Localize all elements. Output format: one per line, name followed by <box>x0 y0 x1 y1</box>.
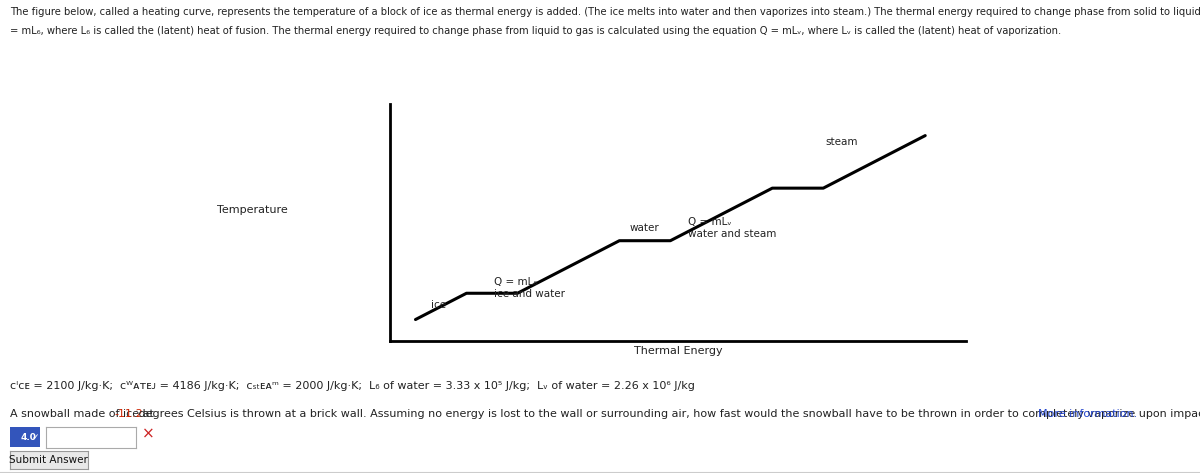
Text: The figure below, called a heating curve, represents the temperature of a block : The figure below, called a heating curve… <box>10 7 1200 17</box>
Text: Submit Answer: Submit Answer <box>10 455 88 465</box>
Text: ice: ice <box>431 300 446 310</box>
Text: water and steam: water and steam <box>688 229 776 239</box>
Text: Temperature: Temperature <box>217 205 288 216</box>
Text: 4.0: 4.0 <box>20 432 36 442</box>
Text: cᴵᴄᴇ = 2100 J/kg·K;  cᵂᴀᴛᴇᴊ = 4186 J/kg·K;  cₛₜᴇᴀᵐ = 2000 J/kg·K;  L₆ of water =: cᴵᴄᴇ = 2100 J/kg·K; cᵂᴀᴛᴇᴊ = 4186 J/kg·K… <box>10 381 695 391</box>
Text: degrees Celsius is thrown at a brick wall. Assuming no energy is lost to the wal: degrees Celsius is thrown at a brick wal… <box>134 409 1200 419</box>
Text: Q = mL₆: Q = mL₆ <box>494 278 538 288</box>
Text: steam: steam <box>826 138 858 148</box>
Text: ×: × <box>142 427 155 442</box>
Text: ice and water: ice and water <box>494 289 565 298</box>
Text: -11.2: -11.2 <box>114 409 143 419</box>
Text: More information.: More information. <box>1038 409 1138 419</box>
X-axis label: Thermal Energy: Thermal Energy <box>634 346 722 356</box>
Text: A snowball made of ice at: A snowball made of ice at <box>10 409 157 419</box>
Text: Q = mLᵥ: Q = mLᵥ <box>688 217 732 227</box>
Text: ✓: ✓ <box>31 432 38 442</box>
Text: water: water <box>630 223 659 233</box>
Text: = mL₆, where L₆ is called the (latent) heat of fusion. The thermal energy requir: = mL₆, where L₆ is called the (latent) h… <box>10 26 1061 36</box>
